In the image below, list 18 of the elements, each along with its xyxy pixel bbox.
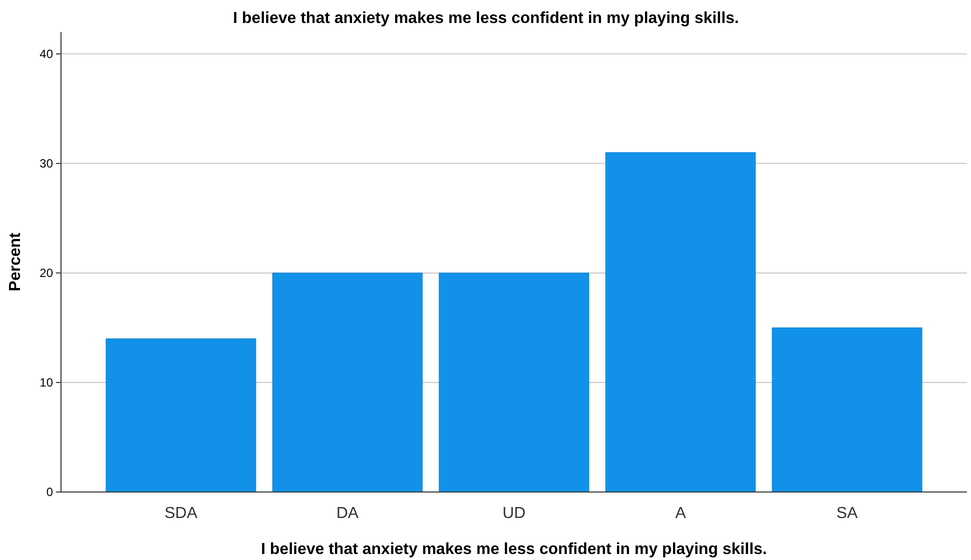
bar xyxy=(605,152,756,492)
x-tick-label: SA xyxy=(836,505,858,522)
y-tick-label: 10 xyxy=(40,376,54,390)
x-axis-title: I believe that anxiety makes me less confident in my playing skills. xyxy=(261,541,767,558)
y-tick-label: 40 xyxy=(40,47,54,62)
bar xyxy=(272,272,423,492)
y-tick-label: 20 xyxy=(40,266,54,280)
chart-title: I believe that anxiety makes me less confident in my playing skills. xyxy=(233,10,739,27)
x-tick-label: A xyxy=(675,505,686,522)
x-tick-label: DA xyxy=(336,505,359,522)
x-tick-label: UD xyxy=(502,505,526,522)
y-axis-title: Percent xyxy=(7,232,24,292)
bar xyxy=(438,272,590,492)
y-tick-label: 30 xyxy=(40,156,54,171)
x-tick-label: SDA xyxy=(164,505,198,522)
y-tick-label: 0 xyxy=(46,485,54,500)
bar xyxy=(772,327,922,492)
bar xyxy=(106,338,256,492)
